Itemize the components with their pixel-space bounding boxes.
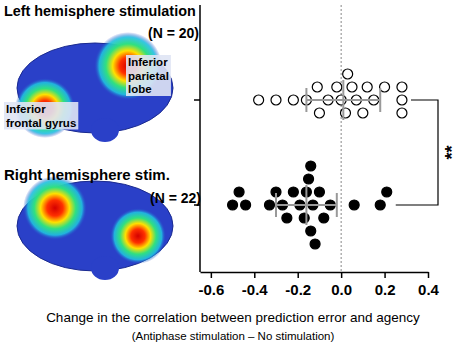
- plot-area: [228, 5, 407, 272]
- data-point: [332, 82, 342, 92]
- data-point: [288, 187, 298, 197]
- data-point: [310, 239, 320, 249]
- data-point: [362, 82, 372, 92]
- data-point: [288, 95, 298, 105]
- error-bar-cap: [305, 88, 307, 112]
- x-tick-label: 0.2: [375, 281, 396, 298]
- data-point: [382, 187, 392, 197]
- data-point: [234, 187, 244, 197]
- x-tick: -0.6: [198, 272, 224, 298]
- data-point: [254, 95, 264, 105]
- y-axis-line: [199, 5, 201, 272]
- x-axis: -0.6 -0.4 -0.2 0.0 0.2 0.4: [198, 272, 439, 298]
- data-point: [282, 213, 292, 223]
- data-point: [397, 82, 407, 92]
- data-point: [343, 69, 353, 79]
- data-point: [314, 187, 324, 197]
- data-point: [349, 200, 359, 210]
- data-point: [314, 108, 324, 118]
- x-tick-mark: [428, 272, 430, 278]
- x-tick: 0.4: [418, 272, 440, 298]
- significance-bracket: [396, 100, 438, 205]
- chart: -0.6 -0.4 -0.2 0.0 0.2 0.4 ** Left hemisphere s…: [0, 0, 466, 360]
- x-tick-label: 0.0: [331, 281, 352, 298]
- data-point: [358, 108, 368, 118]
- brain-stem: [91, 256, 119, 280]
- data-point: [319, 213, 329, 223]
- data-point: [306, 161, 316, 171]
- activation-blob: [110, 208, 166, 264]
- significance-label: **: [442, 145, 462, 159]
- region-label: Inferiorparietallobe: [128, 56, 169, 95]
- x-tick-label: 0.4: [418, 281, 440, 298]
- data-point: [306, 226, 316, 236]
- region-label: Inferiorfrontal gyrus: [6, 103, 76, 129]
- group-n: (N = 22): [150, 190, 201, 206]
- x-tick: 0.2: [375, 272, 396, 298]
- error-bar-cap: [275, 193, 277, 217]
- error-bar-cap: [336, 193, 338, 217]
- group-label: Right hemisphere stim.: [4, 166, 170, 183]
- x-tick-mark: [384, 272, 386, 278]
- y-tick-mark: [194, 99, 200, 101]
- x-tick-label: -0.6: [198, 281, 224, 298]
- group-n: (N = 20): [148, 25, 199, 41]
- data-point: [241, 200, 251, 210]
- x-tick: -0.2: [285, 272, 311, 298]
- data-point: [264, 200, 274, 210]
- x-axis-line: [201, 272, 429, 274]
- x-tick-label: -0.4: [242, 281, 269, 298]
- group-label: Left hemisphere stimulation: [4, 3, 196, 19]
- activation-blob: [23, 176, 87, 240]
- region-label-bg: [126, 55, 171, 96]
- data-point: [228, 200, 238, 210]
- data-point: [304, 174, 314, 184]
- x-axis-title: Change in the correlation between predic…: [46, 310, 420, 325]
- x-tick-mark: [341, 272, 343, 278]
- x-tick: 0.0: [331, 272, 352, 298]
- x-tick-label: -0.2: [285, 281, 311, 298]
- data-point: [347, 82, 357, 92]
- data-point: [397, 108, 407, 118]
- brain-stem: [91, 118, 119, 142]
- data-point: [312, 82, 322, 92]
- mean-line: [342, 80, 344, 120]
- region-label-bg: [4, 102, 78, 130]
- x-axis-subtitle: (Antiphase stimulation – No stimulation): [132, 330, 335, 342]
- reference-line: [341, 5, 342, 272]
- x-tick-mark: [254, 272, 256, 278]
- error-bar-cap: [379, 88, 381, 112]
- mean-line: [305, 185, 307, 225]
- x-tick-mark: [211, 272, 213, 278]
- x-tick: -0.4: [242, 272, 269, 298]
- data-point: [375, 200, 385, 210]
- x-tick-mark: [297, 272, 299, 278]
- data-point: [299, 213, 309, 223]
- data-point: [397, 95, 407, 105]
- data-point: [340, 108, 350, 118]
- data-point: [271, 95, 281, 105]
